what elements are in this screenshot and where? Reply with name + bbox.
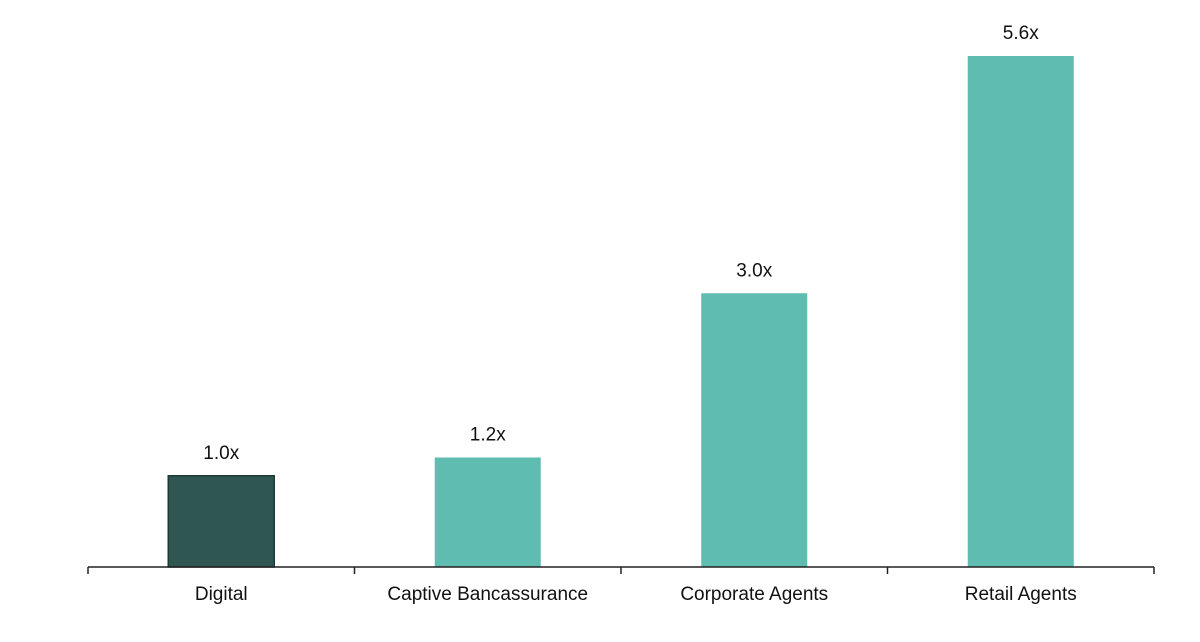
bars-group [167,56,1074,568]
x-tick-label-captive-bancassurance: Captive Bancassurance [387,584,588,605]
data-label-corporate-agents: 3.0x [736,260,772,281]
bar-captive-bancassurance [434,457,541,567]
x-axis-tick-labels-group: Digital Captive Bancassurance Corporate Ag… [195,584,1077,605]
data-label-captive-bancassurance: 1.2x [470,425,506,446]
x-tick-label-digital: Digital [195,584,248,605]
data-label-digital: 1.0x [203,443,239,464]
bar-digital [167,475,275,568]
x-tick-label-corporate-agents: Corporate Agents [680,584,828,605]
data-labels-group: 1.0x 1.2x 3.0x 5.6x [203,23,1039,464]
data-label-retail-agents: 5.6x [1003,23,1039,44]
bar-corporate-agents [701,293,808,567]
bar-retail-agents [967,56,1074,567]
x-tick-label-retail-agents: Retail Agents [965,584,1077,605]
x-axis-ticks-group [87,567,1155,574]
